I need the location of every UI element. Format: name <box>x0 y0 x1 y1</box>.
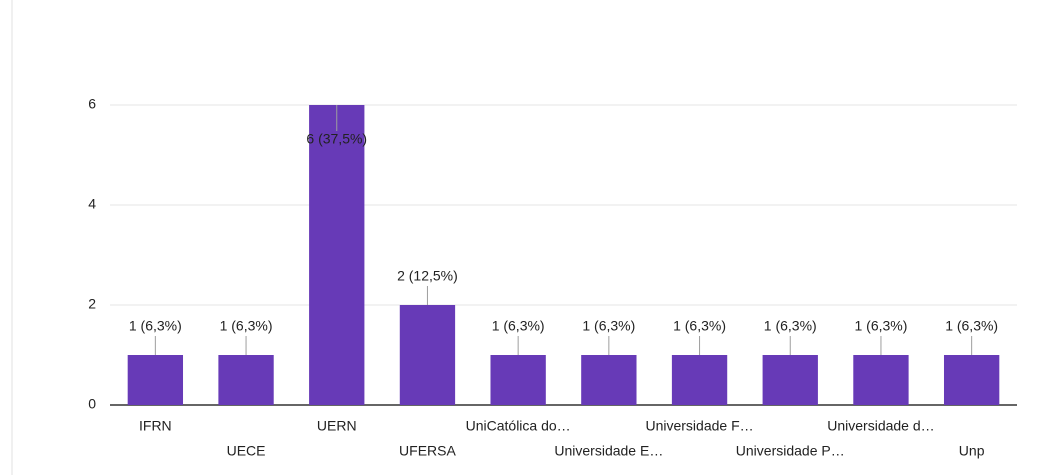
x-tick-label: UFERSA <box>399 443 456 459</box>
bar <box>671 355 728 405</box>
data-label: 1 (6,3%) <box>220 318 273 334</box>
y-tick-label: 2 <box>88 296 96 312</box>
x-tick-label: IFRN <box>139 418 172 434</box>
bar <box>581 355 637 405</box>
x-tick-label: Universidade F… <box>645 418 753 434</box>
data-label: 1 (6,3%) <box>582 318 635 334</box>
x-tick-label: UniCatólica do… <box>466 418 571 434</box>
y-tick-label: 4 <box>88 196 96 212</box>
x-tick-label: UECE <box>227 443 266 459</box>
bar <box>309 105 365 405</box>
y-tick-label: 6 <box>88 96 96 112</box>
x-tick-label: Universidade E… <box>554 443 663 459</box>
data-label: 1 (6,3%) <box>673 318 726 334</box>
bar <box>399 305 456 405</box>
y-tick-label: 0 <box>88 396 96 412</box>
data-label: 1 (6,3%) <box>492 318 545 334</box>
x-tick-label: Unp <box>959 443 985 459</box>
bar <box>127 355 184 405</box>
bar <box>762 355 818 405</box>
data-label: 6 (37,5%) <box>306 131 367 147</box>
data-label: 1 (6,3%) <box>764 318 817 334</box>
data-label: 1 (6,3%) <box>129 318 182 334</box>
data-label: 1 (6,3%) <box>854 318 907 334</box>
data-label: 2 (12,5%) <box>397 268 458 284</box>
bar <box>853 355 909 405</box>
x-tick-label: Universidade P… <box>736 443 845 459</box>
x-tick-label: UERN <box>317 418 357 434</box>
x-tick-label: Universidade d… <box>827 418 934 434</box>
data-label: 1 (6,3%) <box>945 318 998 334</box>
bar <box>218 355 274 405</box>
bar <box>490 355 546 405</box>
bar <box>943 355 1000 405</box>
